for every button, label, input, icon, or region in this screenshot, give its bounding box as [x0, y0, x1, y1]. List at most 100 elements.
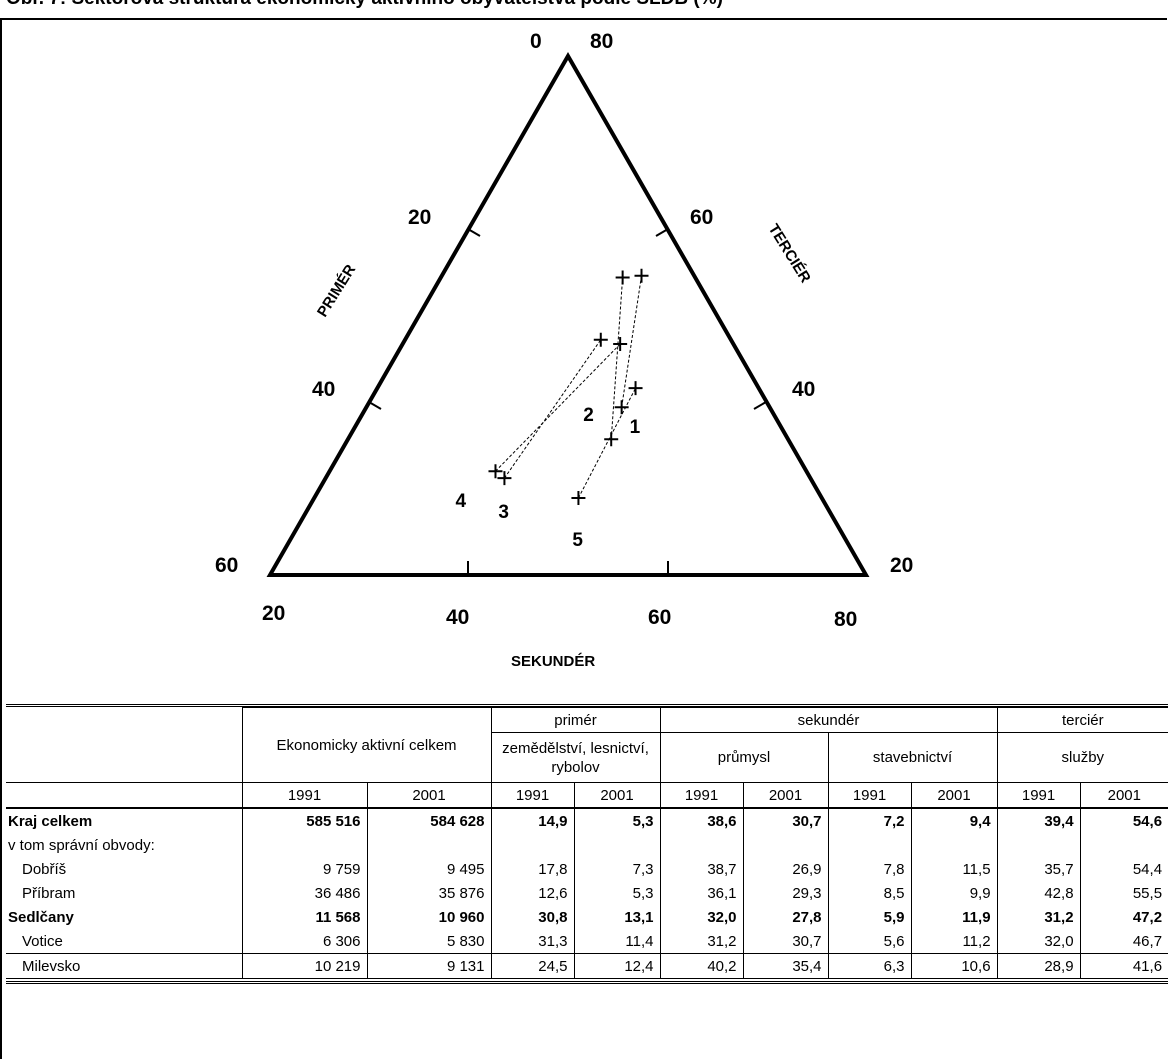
table-cell: 9,9 — [910, 881, 998, 905]
table-cell: 9 131 — [366, 953, 492, 979]
table-cell: 35,7 — [996, 857, 1081, 881]
tick-primary-20 — [467, 228, 481, 237]
table-cell: 36 486 — [241, 881, 368, 905]
table-cell: 10 960 — [366, 905, 492, 929]
table-cell: 5,3 — [573, 808, 661, 833]
table-cell: 31,2 — [996, 905, 1081, 929]
axis-label-secondary: SEKUNDÉR — [511, 653, 595, 670]
figure-frame — [0, 18, 1167, 1059]
series-line-3 — [504, 339, 602, 479]
header-empty — [6, 707, 243, 783]
table-cell: 26,9 — [742, 857, 829, 881]
header-year: 1991 — [659, 782, 744, 809]
table-cell: 8,5 — [827, 881, 912, 905]
table-cell — [996, 833, 1081, 857]
row-label: Milevsko — [6, 953, 242, 979]
data-point-1-1991 — [614, 400, 629, 415]
header-ekon: Ekonomicky aktivní celkem — [241, 707, 492, 783]
table-cell: 32,0 — [659, 905, 744, 929]
table-cell: 29,3 — [742, 881, 829, 905]
table-cell — [659, 833, 744, 857]
table-cell: 31,2 — [659, 929, 744, 954]
triangle-outline — [266, 51, 870, 577]
figure-title-text: Obr. 7: Sektorová struktura ekonomicky a… — [0, 0, 1168, 10]
figure-title: Obr. 7: Sektorová struktura ekonomicky a… — [0, 0, 1168, 14]
table-row: Sedlčany 11 568 10 960 30,8 13,1 32,0 27,8 5,9 1… — [6, 905, 1168, 929]
table-cell — [241, 833, 368, 857]
header-year: 2001 — [1079, 782, 1168, 809]
header-year: 2001 — [742, 782, 829, 809]
table-cell: 47,2 — [1079, 905, 1168, 929]
table-cell: 6,3 — [827, 953, 912, 979]
table-cell: 28,9 — [996, 953, 1081, 979]
table-cell: 5,3 — [573, 881, 661, 905]
table-row: Votice 6 306 5 830 31,3 11,4 31,2 30,7 5,6 11,2 3… — [6, 929, 1168, 954]
header-year: 1991 — [241, 782, 368, 809]
header-year-empty — [6, 782, 243, 809]
header-year: 1991 — [827, 782, 912, 809]
tick-label-secondary-20: 20 — [262, 602, 285, 625]
table-cell: 54,6 — [1079, 808, 1168, 833]
table-cell: 40,2 — [659, 953, 744, 979]
table-cell: 35,4 — [742, 953, 829, 979]
table-cell: 11,5 — [910, 857, 998, 881]
row-label: Votice — [22, 932, 63, 950]
header-stavebnictvi: stavebnictví — [827, 732, 998, 783]
plot-area: 1 2 3 4 5 — [455, 268, 649, 551]
table-cell: 38,6 — [659, 808, 744, 833]
tick-label-primary-0: 0 — [530, 30, 542, 53]
row-label: Sedlčany — [8, 908, 74, 926]
table-cell — [742, 833, 829, 857]
table-row: Dobříš 9 759 9 495 17,8 7,3 38,7 26,9 7,8 11,5 35… — [6, 857, 1168, 881]
data-point-2-2001 — [615, 270, 630, 285]
table-cell: 14,9 — [490, 808, 575, 833]
header-year: 2001 — [366, 782, 492, 809]
table-cell: 7,2 — [827, 808, 912, 833]
table-cell — [366, 833, 492, 857]
table-row: Kraj celkem 585 516 584 628 14,9 5,3 38,6 30,7… — [6, 808, 1168, 833]
ternary-chart: 0 80 20 60 40 40 60 20 20 40 60 80 PRIMÉ… — [215, 30, 913, 670]
data-table-wrapper: Ekonomicky aktivní celkem primér sekundé… — [6, 704, 1168, 984]
data-point-4-1991 — [488, 464, 503, 479]
axis-label-primary: PRIMÉR — [314, 261, 359, 320]
header-primer-sub: zemědělství, lesnictví, rybolov — [490, 732, 661, 783]
point-label-5: 5 — [572, 530, 583, 551]
row-label: Příbram — [22, 884, 76, 902]
tick-tertiary-60 — [655, 228, 669, 237]
data-point-3-2001 — [593, 332, 608, 347]
table-cell: 11,9 — [910, 905, 998, 929]
point-label-4: 4 — [455, 491, 466, 512]
table-cell: 585 516 — [241, 808, 368, 833]
table-top-rule — [6, 704, 1168, 707]
table-cell: 42,8 — [996, 881, 1081, 905]
table-bottom-rule — [6, 981, 1168, 984]
table-cell: 10 219 — [241, 953, 368, 979]
tick-label-tertiary-40: 40 — [792, 378, 815, 401]
tick-label-tertiary-20: 20 — [890, 554, 913, 577]
tick-label-primary-60: 60 — [215, 554, 238, 577]
table-row: Příbram 36 486 35 876 12,6 5,3 36,1 29,3 8,5 9,9… — [6, 881, 1168, 905]
data-point-5-2001 — [628, 381, 643, 396]
header-year: 2001 — [573, 782, 661, 809]
data-point-3-1991 — [497, 471, 512, 486]
table-row: v tom správní obvody: — [6, 833, 1168, 857]
table-body: Kraj celkem 585 516 584 628 14,9 5,3 38,6 30,7… — [6, 808, 1168, 979]
table-cell: 11,2 — [910, 929, 998, 954]
table-cell: 6 306 — [241, 929, 368, 954]
table-cell: 32,0 — [996, 929, 1081, 954]
row-label: v tom správní obvody: — [8, 836, 155, 854]
header-year: 1991 — [490, 782, 575, 809]
tick-label-tertiary-80: 80 — [590, 30, 613, 53]
table-cell: 9,4 — [910, 808, 998, 833]
table-cell: 7,8 — [827, 857, 912, 881]
point-label-1: 1 — [630, 417, 641, 438]
series-line-1 — [621, 275, 643, 408]
table-cell: 30,7 — [742, 929, 829, 954]
tick-label-secondary-60: 60 — [648, 606, 671, 629]
table-cell: 12,6 — [490, 881, 575, 905]
table-cell: 5,9 — [827, 905, 912, 929]
table-cell: 17,8 — [490, 857, 575, 881]
table-cell: 5,6 — [827, 929, 912, 954]
header-sluzby: služby — [996, 732, 1168, 783]
header-primer: primér — [490, 707, 661, 733]
